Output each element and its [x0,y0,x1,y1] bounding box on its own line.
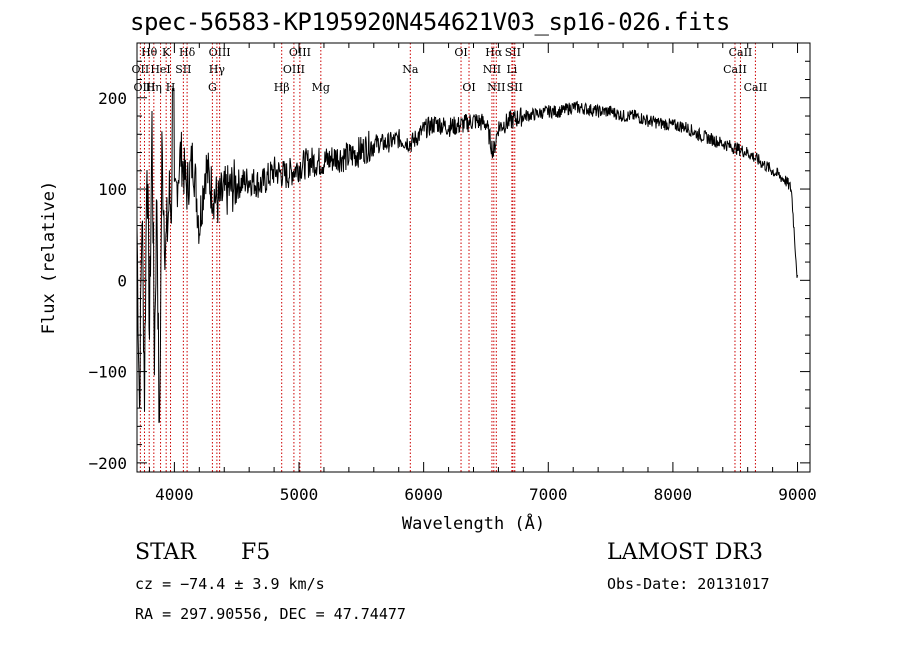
spectral-line-label: Mg [312,81,330,94]
survey-label: LAMOST DR3 [607,540,763,565]
spectral-line-label: Hγ [209,63,226,76]
spectral-line-label: CaII [723,63,747,76]
spectral-line-label: NII [487,81,505,94]
spectral-line-label: Hδ [179,46,196,59]
redshift-readout: cz = −74.4 ± 3.9 km/s [135,575,325,593]
spectral-line-label: OI [454,46,467,59]
y-tick-label: −200 [88,454,127,473]
spectral-line-label: OI [462,81,475,94]
y-tick-label: −100 [88,363,127,382]
spectral-line-label: Hβ [274,81,290,94]
object-class: STAR [135,540,196,565]
x-tick-label: 6000 [404,485,443,504]
coordinates-readout: RA = 297.90556, DEC = 47.74477 [135,605,406,623]
spectral-line-label: OII [132,63,150,76]
x-axis-label: Wavelength (Å) [402,512,545,534]
x-tick-label: 9000 [778,485,817,504]
spectral-line-label: SII [505,46,521,59]
object-subclass: F5 [241,540,271,565]
spectral-line-label: CaII [744,81,768,94]
spectral-line-label: Hθ [141,46,158,59]
x-tick-label: 7000 [529,485,568,504]
spectral-line-label: SII [175,63,191,76]
spectral-line-label: HeI [150,63,170,76]
y-tick-label: 200 [98,89,127,108]
spectrum-line [136,88,798,423]
chart-title: spec-56583-KP195920N454621V03_sp16-026.f… [130,8,730,36]
x-tick-label: 5000 [280,485,319,504]
spectral-line-label: SII [507,81,523,94]
spectral-line-label: Na [402,63,419,76]
plot-frame [136,42,811,473]
spectral-line-label: OIII [133,81,155,94]
spectral-line-label: CaII [729,46,753,59]
spectral-line-label: G [208,81,217,94]
spectral-line-label: K [162,46,171,59]
x-tick-label: 8000 [654,485,693,504]
spectral-line-label: Li [506,63,517,76]
spectral-line-label: Hη [146,81,162,94]
x-tick-label: 4000 [155,485,194,504]
spectral-line-label: Hα [485,46,503,59]
spectral-line-label: OIII [209,46,231,59]
y-tick-label: 0 [117,271,127,290]
spectral-line-label: OIII [289,46,311,59]
spectral-line-label: OIII [283,63,305,76]
spectral-line-label: NII [483,63,501,76]
spectral-line-label: H [166,81,176,94]
y-tick-label: 100 [98,180,127,199]
y-axis-label: Flux (relative) [39,181,59,335]
observation-date: Obs-Date: 20131017 [607,575,770,593]
